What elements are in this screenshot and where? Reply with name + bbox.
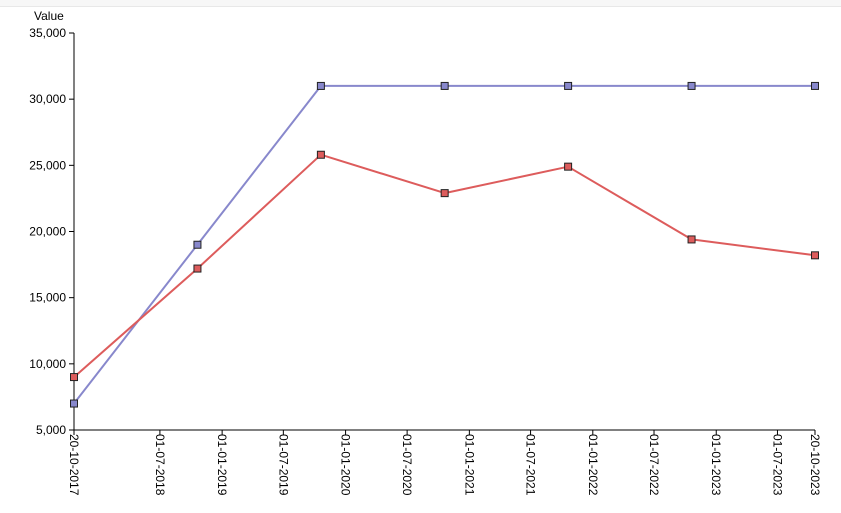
data-point-marker (564, 81, 573, 90)
x-tick-label: 01-01-2022 (586, 434, 600, 496)
x-tick-label: 20-10-2023 (808, 434, 822, 496)
data-point-marker (811, 251, 819, 260)
x-tick-label: 01-07-2020 (400, 434, 414, 496)
y-tick-label: 15,000 (29, 291, 66, 305)
top-border (0, 0, 841, 7)
x-tick-label: 01-01-2020 (339, 434, 353, 496)
y-ticks: 5,000 10,000 15,000 20,000 25,000 30,000 35,00… (29, 26, 74, 437)
data-point-marker (193, 264, 202, 273)
data-point-marker (687, 81, 696, 90)
series-line (73, 153, 816, 379)
x-tick-label: 01-01-2023 (709, 434, 723, 496)
x-tick-label: 20-10-2017 (67, 434, 81, 496)
x-ticks: 20-10-2017 01-07-2018 01-01-2019 01-07-2019… (67, 430, 822, 496)
series-lines (73, 84, 816, 405)
data-point-marker (70, 373, 78, 382)
data-point-marker (440, 189, 449, 198)
x-tick-label: 01-07-2021 (524, 434, 538, 496)
x-tick-label: 01-01-2021 (462, 434, 476, 496)
axes (73, 33, 815, 431)
y-tick-label: 30,000 (29, 92, 66, 106)
y-tick-label: 10,000 (29, 357, 66, 371)
data-point-marker (193, 240, 202, 249)
data-point-marker (440, 81, 449, 90)
y-tick-label: 35,000 (29, 26, 66, 40)
y-tick-label: 20,000 (29, 225, 66, 239)
x-tick-label: 01-07-2018 (153, 434, 167, 496)
x-tick-label: 01-07-2022 (647, 434, 661, 496)
x-tick-label: 01-07-2019 (276, 434, 290, 496)
data-point-marker (687, 235, 696, 244)
x-tick-label: 01-01-2019 (215, 434, 229, 496)
y-tick-label: 5,000 (36, 423, 66, 437)
data-point-marker (811, 81, 819, 90)
series-line (73, 84, 816, 405)
y-axis-title: Value (34, 9, 64, 23)
data-point-marker (564, 162, 573, 171)
data-point-marker (316, 150, 325, 159)
series-markers (70, 81, 819, 408)
y-tick-label: 25,000 (29, 158, 66, 172)
data-point-marker (70, 399, 78, 408)
x-tick-label: 01-07-2023 (770, 434, 784, 496)
data-point-marker (316, 81, 325, 90)
